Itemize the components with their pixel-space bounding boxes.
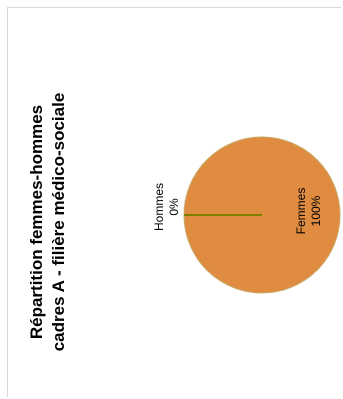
chart-frame bbox=[7, 7, 341, 397]
hommes-name: Hommes bbox=[152, 183, 166, 232]
femmes-label: Femmes 100% bbox=[294, 186, 324, 236]
femmes-name: Femmes bbox=[294, 187, 308, 235]
hommes-label: Hommes 0% bbox=[152, 182, 182, 232]
hommes-value: 0% bbox=[167, 198, 181, 216]
femmes-value: 100% bbox=[309, 195, 323, 227]
